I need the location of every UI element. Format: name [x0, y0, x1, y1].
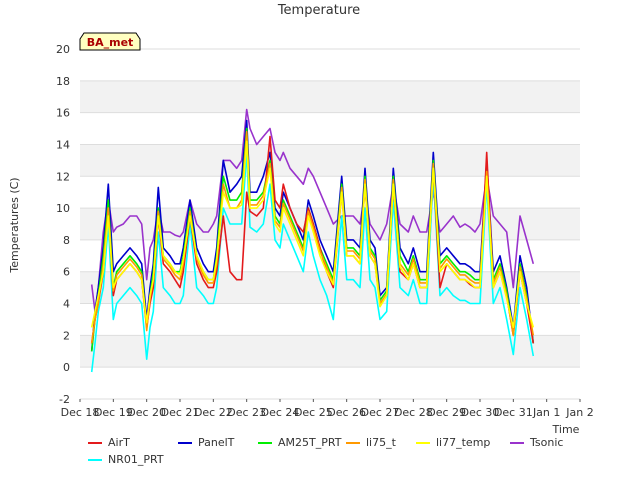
x-tick-label: Dec 25 [294, 406, 333, 419]
legend-label: AM25T_PRT [278, 436, 342, 449]
series-line-am25t-prt [90, 127, 535, 352]
legend-swatch [178, 441, 192, 444]
legend-swatch [416, 441, 430, 444]
legend-label: li77_temp [436, 436, 491, 449]
x-tick-label: Dec 19 [94, 406, 133, 419]
x-axis-label: Time [552, 423, 580, 436]
series-line-nr01-prt [90, 151, 535, 373]
y-tick-label: 2 [63, 329, 70, 342]
y-tick-label: 0 [63, 361, 70, 374]
x-tick-label: Dec 22 [194, 406, 233, 419]
plot-band [80, 208, 580, 240]
legend-item: AM25T_PRT [258, 436, 341, 449]
legend-swatch [346, 441, 360, 444]
legend-item: AirT [88, 436, 130, 449]
legend-item: Tsonic [510, 436, 563, 449]
plot-band [80, 144, 580, 177]
y-tick-label: 10 [56, 202, 70, 215]
y-tick-label: 12 [56, 170, 70, 183]
y-tick-label: 4 [63, 298, 70, 311]
x-tick-label: Dec 28 [394, 406, 433, 419]
station-badge: BA_met [79, 32, 141, 51]
x-tick-label: Dec 21 [161, 406, 200, 419]
legend-swatch [88, 458, 102, 461]
y-tick-label: 6 [63, 266, 70, 279]
x-tick-label: Dec 24 [261, 406, 300, 419]
y-tick-label: 16 [56, 107, 70, 120]
x-tick-label: Dec 20 [127, 406, 166, 419]
x-tick-label: Jan 2 [565, 406, 593, 419]
legend-label: NR01_PRT [108, 453, 164, 466]
x-tick-label: Dec 27 [361, 406, 400, 419]
legend-item: NR01_PRT [88, 453, 164, 466]
badge-shape [79, 32, 141, 51]
y-tick-label: 14 [56, 138, 70, 151]
badge-label: BA_met [87, 36, 134, 49]
plot-background-bands [80, 49, 580, 399]
x-tick-label: Dec 18 [61, 406, 100, 419]
legend-swatch [88, 441, 102, 444]
legend-label: PanelT [198, 436, 235, 449]
legend-label: li75_t [366, 436, 396, 449]
x-tick-label: Dec 30 [461, 406, 500, 419]
y-axis-label: Temperatures (C) [8, 177, 21, 273]
legend-swatch [510, 441, 524, 444]
x-tick-label: Dec 31 [494, 406, 533, 419]
legend-label: AirT [108, 436, 130, 449]
x-tick-label: Dec 26 [327, 406, 366, 419]
series-lines [90, 108, 535, 373]
y-tick-label: 18 [56, 75, 70, 88]
plot-band [80, 80, 580, 113]
chart-title: Temperature [277, 3, 360, 18]
x-tick-label: Dec 23 [227, 406, 266, 419]
plot-band [80, 335, 580, 368]
legend-label: Tsonic [530, 436, 564, 449]
x-tick-label: Jan 1 [532, 406, 560, 419]
legend-item: li75_t [346, 436, 396, 449]
series-line-tsonic [90, 108, 535, 313]
legend-swatch [258, 441, 272, 444]
x-tick-label: Dec 29 [427, 406, 466, 419]
legend-item: PanelT [178, 436, 234, 449]
legend-item: li77_temp [416, 436, 490, 449]
y-tick-label: 20 [56, 43, 70, 56]
series-line-li77-temp [90, 140, 535, 329]
y-tick-label: 8 [63, 234, 70, 247]
y-tick-label: -2 [59, 393, 70, 406]
